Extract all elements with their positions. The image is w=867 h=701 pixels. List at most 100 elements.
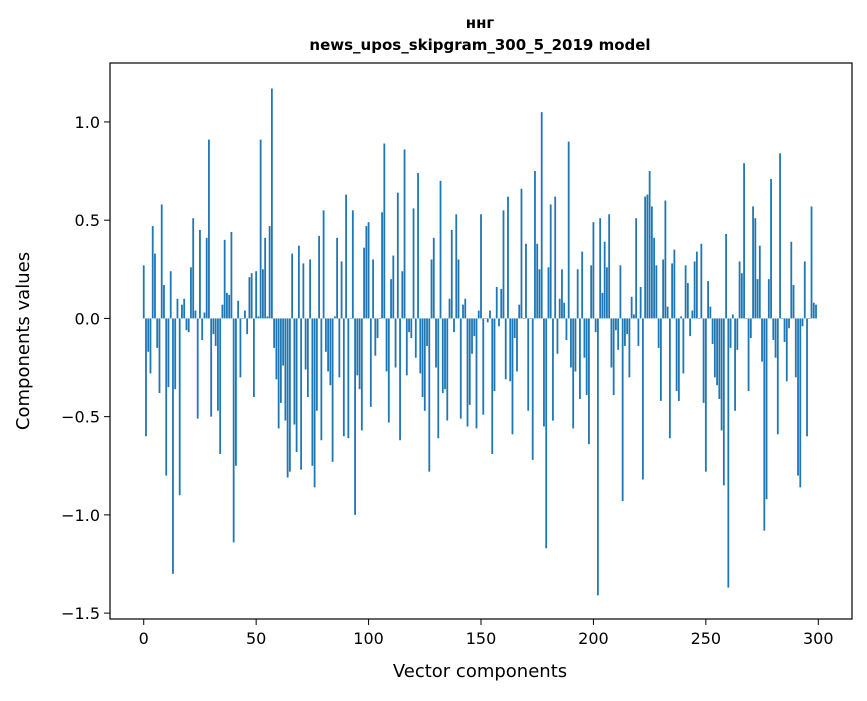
bar-component-280 — [772, 318, 775, 341]
bar-component-232 — [664, 200, 667, 319]
bar-component-30 — [210, 318, 213, 417]
bar-component-157 — [495, 286, 498, 319]
bar-component-110 — [390, 279, 392, 319]
bar-component-234 — [668, 318, 671, 439]
bar-component-41 — [235, 318, 237, 466]
bar-component-193 — [576, 269, 579, 319]
bar-component-29 — [208, 139, 210, 319]
bar-component-50 — [255, 271, 258, 319]
bar-component-150 — [480, 214, 482, 319]
bar-component-74 — [309, 259, 312, 319]
bar-component-92 — [349, 318, 352, 320]
bar-component-223 — [644, 196, 647, 319]
bar-component-38 — [228, 294, 231, 319]
bar-component-211 — [617, 318, 620, 350]
bar-component-266 — [740, 273, 743, 319]
x-tick-label: 100 — [353, 629, 384, 648]
bar-component-209 — [612, 318, 615, 396]
bar-component-151 — [482, 318, 485, 415]
bar-component-273 — [756, 279, 759, 319]
bar-component-75 — [311, 318, 314, 466]
x-tick-label: 50 — [246, 629, 266, 648]
bar-component-101 — [369, 318, 372, 407]
bar-component-212 — [619, 265, 622, 319]
bar-component-213 — [621, 318, 624, 502]
bar-component-85 — [333, 316, 336, 319]
bar-component-245 — [693, 261, 696, 319]
bar-component-45 — [244, 310, 246, 319]
bar-component-2 — [147, 318, 150, 352]
bar-component-7 — [158, 318, 161, 394]
bar-component-260 — [727, 318, 730, 588]
bar-component-53 — [262, 269, 264, 319]
bar-component-140 — [457, 259, 460, 319]
bar-component-229 — [657, 318, 660, 348]
bar-component-116 — [403, 149, 406, 319]
bar-component-187 — [563, 302, 566, 319]
bar-component-297 — [810, 206, 813, 319]
bar-component-205 — [603, 241, 606, 319]
bar-component-93 — [351, 210, 354, 319]
bar-component-183 — [554, 196, 557, 319]
bar-component-215 — [626, 318, 629, 335]
bar-component-21 — [190, 267, 192, 319]
bar-component-80 — [322, 210, 325, 319]
bar-component-115 — [401, 271, 404, 319]
bar-component-257 — [720, 318, 723, 431]
bar-component-126 — [426, 318, 428, 346]
bar-component-54 — [264, 237, 267, 319]
bar-component-272 — [754, 218, 757, 319]
bar-component-186 — [561, 269, 563, 319]
bar-component-204 — [601, 292, 604, 319]
bar-component-162 — [507, 196, 509, 319]
bar-component-107 — [383, 143, 386, 319]
chart-title-line-2: news_upos_skipgram_300_5_2019 model — [309, 36, 650, 54]
bar-component-159 — [500, 288, 503, 319]
bar-component-181 — [549, 204, 552, 319]
bar-component-4 — [151, 226, 154, 319]
bar-component-235 — [671, 263, 674, 319]
bar-component-47 — [248, 277, 251, 319]
bar-component-185 — [558, 298, 561, 319]
bar-component-117 — [405, 318, 408, 376]
bar-component-258 — [722, 318, 725, 486]
bar-component-263 — [734, 318, 736, 411]
bar-component-61 — [279, 318, 282, 403]
bar-component-135 — [446, 318, 449, 421]
bar-component-255 — [716, 318, 718, 386]
bar-component-128 — [430, 259, 433, 319]
bar-component-5 — [154, 253, 156, 319]
bar-component-282 — [776, 318, 779, 435]
bar-component-295 — [806, 318, 808, 437]
bar-component-254 — [713, 318, 716, 378]
bar-component-109 — [387, 318, 390, 423]
y-axis-ticks: −1.5 −1.0 −0.5 0.0 0.5 1.0 — [61, 113, 110, 623]
bar-component-207 — [608, 214, 611, 319]
bar-component-14 — [174, 318, 177, 390]
bar-component-49 — [253, 318, 255, 397]
bar-component-203 — [599, 218, 602, 319]
bar-component-121 — [414, 318, 417, 358]
bar-component-89 — [342, 318, 345, 437]
bar-component-86 — [336, 237, 338, 319]
bar-component-70 — [300, 318, 303, 470]
bar-component-244 — [691, 310, 694, 319]
bar-component-163 — [509, 318, 512, 382]
bar-component-44 — [241, 318, 244, 320]
bar-component-218 — [633, 314, 635, 319]
bar-component-65 — [288, 318, 291, 472]
bar-component-8 — [160, 204, 163, 319]
bar-component-48 — [250, 273, 253, 319]
bar-component-208 — [610, 318, 613, 368]
bar-component-58 — [273, 318, 276, 348]
bar-component-114 — [399, 318, 401, 441]
bar-component-77 — [315, 318, 318, 411]
bar-component-63 — [284, 318, 287, 421]
bar-component-170 — [525, 243, 527, 319]
bar-component-247 — [698, 318, 700, 320]
bar-component-296 — [808, 318, 811, 320]
bar-component-287 — [788, 318, 790, 329]
bar-component-176 — [538, 269, 541, 319]
